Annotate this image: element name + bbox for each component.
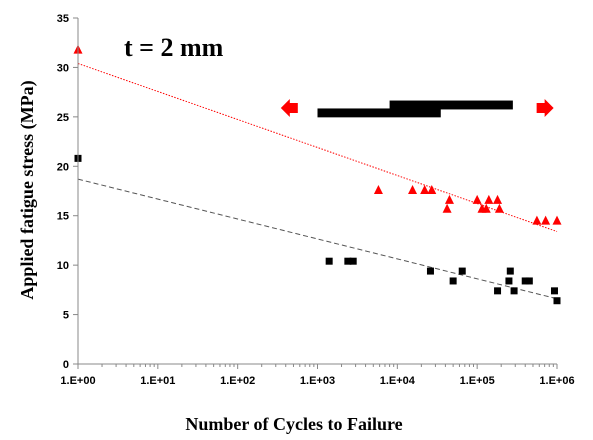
- y-tick-label: 0: [63, 359, 69, 371]
- data-point-triangle: [541, 215, 551, 225]
- data-point-triangle: [532, 215, 542, 225]
- data-point-triangle: [494, 203, 504, 213]
- data-point-triangle: [552, 215, 562, 225]
- x-tick-label: 1.E+01: [140, 375, 175, 387]
- x-tick-label: 1.E+04: [380, 375, 416, 387]
- data-point-square: [349, 257, 357, 265]
- data-point-triangle: [373, 185, 383, 195]
- x-tick-label: 1.E+03: [300, 375, 335, 387]
- range-bar: [389, 100, 513, 110]
- left-arrow-icon: [280, 98, 298, 117]
- data-point-triangle: [484, 194, 494, 204]
- range-bar: [317, 108, 441, 118]
- data-point-square: [553, 297, 561, 305]
- data-point-triangle: [481, 203, 491, 213]
- data-point-triangle: [420, 185, 430, 195]
- data-point-square: [426, 267, 434, 275]
- y-tick-label: 25: [57, 112, 69, 124]
- data-point-triangle: [493, 194, 503, 204]
- y-tick-label: 5: [63, 310, 69, 322]
- data-point-square: [344, 257, 352, 265]
- data-point-square: [325, 257, 333, 265]
- data-point-triangle: [442, 203, 452, 213]
- data-point-square: [506, 267, 514, 275]
- data-point-square: [525, 277, 533, 285]
- y-tick-label: 35: [57, 13, 69, 25]
- axes: 0 5 10 15 20 25 30 35 1.E+00 1.E+01 1.E+02 1.E+03 1.…: [57, 13, 575, 387]
- data-point-square: [521, 277, 529, 285]
- trendline-square-series: [77, 178, 558, 300]
- data-point-triangle: [427, 185, 437, 195]
- data-point-square: [550, 287, 558, 295]
- data-point-square: [458, 267, 466, 275]
- data-point-triangle: [444, 194, 454, 204]
- x-tick-label: 1.E+00: [60, 375, 95, 387]
- y-tick-label: 30: [57, 62, 69, 74]
- x-axis-title: Number of Cycles to Failure: [185, 414, 402, 434]
- y-tick-label: 10: [57, 260, 69, 272]
- right-arrow-icon: [536, 98, 554, 117]
- annotation-thickness: t = 2 mm: [124, 33, 224, 62]
- data-point-square: [505, 277, 513, 285]
- y-axis-title: Applied fatigue stress (MPa): [17, 80, 38, 299]
- x-tick-label: 1.E+06: [539, 375, 574, 387]
- y-tick-label: 15: [57, 211, 69, 223]
- data-point-square: [449, 277, 457, 285]
- y-tick-label: 20: [57, 161, 69, 173]
- data-point-triangle: [472, 194, 482, 204]
- x-tick-label: 1.E+05: [460, 375, 495, 387]
- plot-area: [73, 44, 562, 305]
- data-point-square: [494, 287, 502, 295]
- data-point-square: [510, 287, 518, 295]
- x-tick-label: 1.E+02: [220, 375, 255, 387]
- data-point-triangle: [408, 185, 418, 195]
